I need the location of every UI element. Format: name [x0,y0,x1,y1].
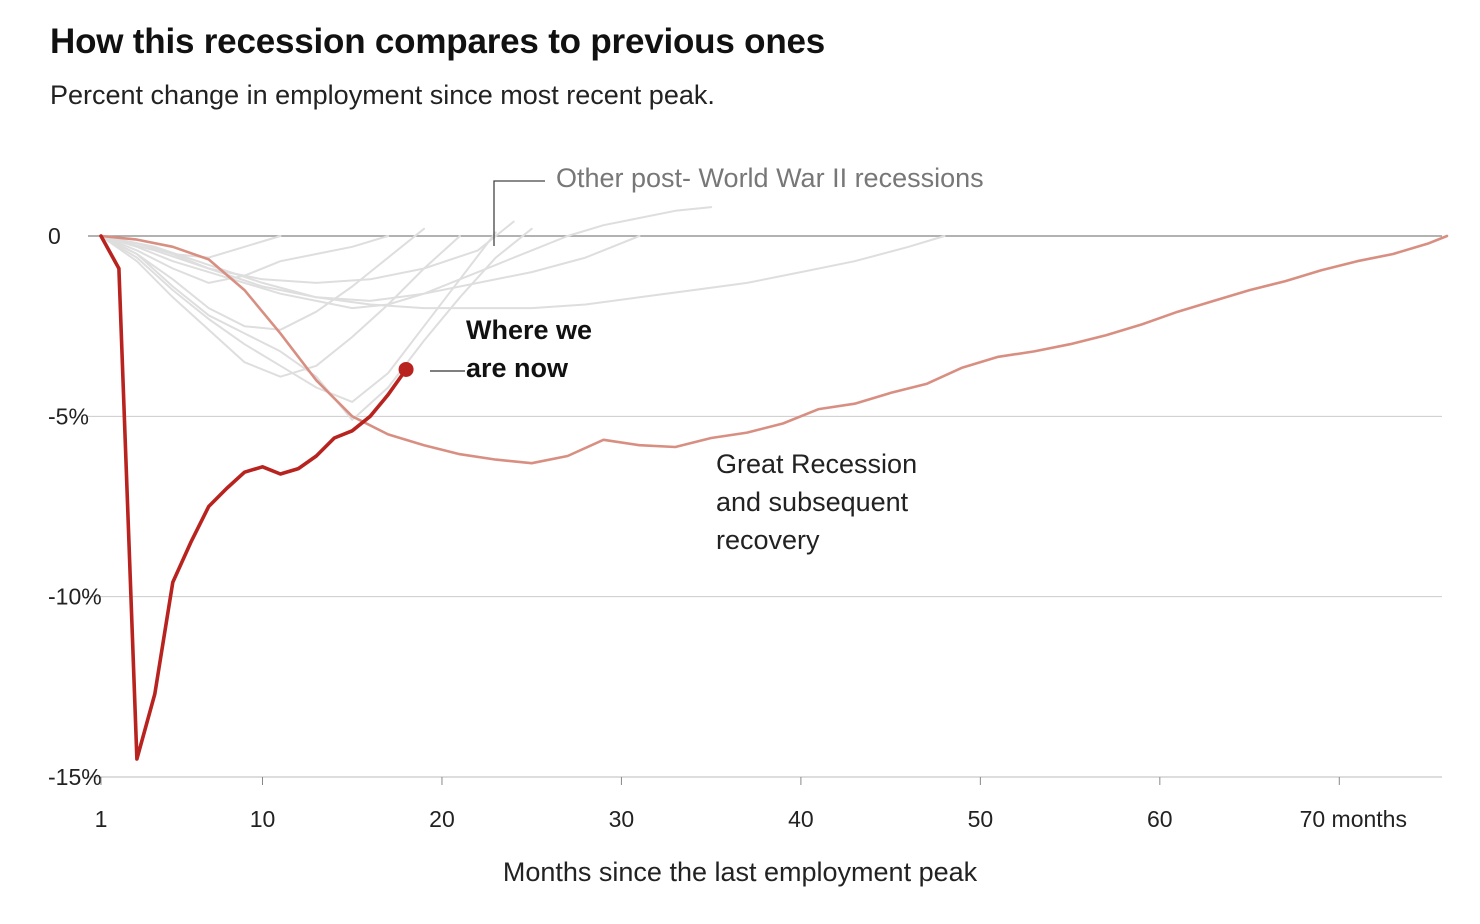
x-tick-label-5: 50 [968,806,994,832]
other-recession-line-8 [100,235,641,302]
other-recessions-label: Other post- World War II recessions [556,163,984,193]
x-tick-label-6: 60 [1147,806,1173,832]
other-recession-line-4 [100,235,461,378]
grid-layer [88,235,1442,778]
y-tick-label-0: 0 [48,223,61,249]
other-recession-line-2 [100,227,533,421]
great-recession-label-line2: and subsequent [716,487,909,517]
x-axis-label: Months since the last employment peak [503,857,978,887]
other-recession-line-6 [100,235,390,284]
great-recession-line-layer [99,234,1449,465]
x-axis-ticks: 1 10 20 30 40 50 60 70 months [95,777,1407,832]
great-recession-label-line3: recovery [716,525,820,555]
current-recession-line-layer [99,234,414,761]
x-tick-label-0: 1 [95,806,108,832]
y-tick-label-3: -15% [48,764,102,790]
other-recessions-lines [100,206,946,421]
great-recession-line [99,234,1449,465]
chart-title: How this recession compares to previous … [50,22,826,61]
y-axis-ticks: 0 -5% -10% -15% [48,223,102,790]
other-recessions-leader-line [493,180,545,246]
other-recession-line-10 [100,206,713,310]
x-tick-label-4: 40 [788,806,814,832]
where-we-are-now-marker [398,361,414,377]
x-tick-label-2: 20 [429,806,455,832]
great-recession-label-line1: Great Recession [716,449,917,479]
x-tick-label-7: 70 months [1300,806,1407,832]
y-tick-label-2: -10% [48,584,102,610]
current-recession-line [99,234,408,761]
where-we-are-now-label-line2: are now [466,353,569,383]
other-recession-line-5 [100,227,425,331]
other-recession-line-3 [100,231,497,403]
y-tick-label-1: -5% [48,403,89,429]
where-we-are-now-label-line1: Where we [466,315,592,345]
chart-subtitle: Percent change in employment since most … [50,80,715,110]
x-tick-label-3: 30 [609,806,635,832]
other-recession-line-9 [100,235,946,310]
x-tick-label-1: 10 [250,806,276,832]
